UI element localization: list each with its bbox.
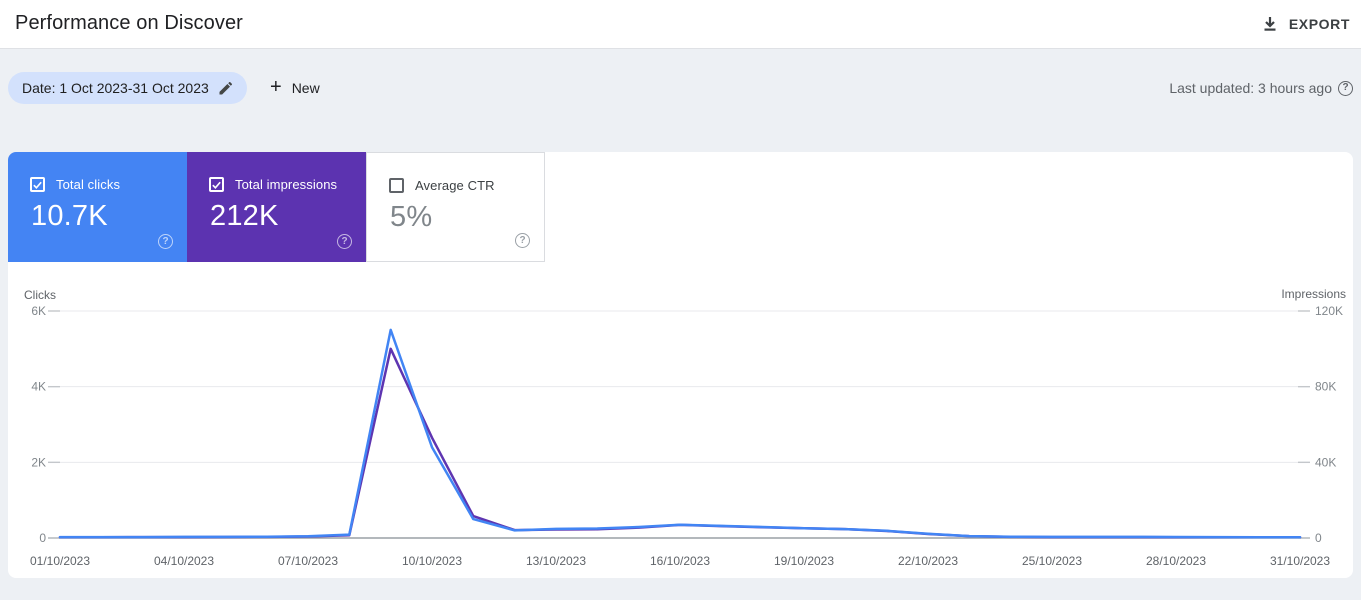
card-total-impressions[interactable]: Total impressions 212K ?: [187, 152, 366, 262]
svg-text:19/10/2023: 19/10/2023: [774, 554, 834, 568]
svg-text:07/10/2023: 07/10/2023: [278, 554, 338, 568]
svg-text:28/10/2023: 28/10/2023: [1146, 554, 1206, 568]
svg-text:40K: 40K: [1315, 455, 1336, 469]
checkbox-checked-icon[interactable]: [209, 177, 224, 192]
svg-text:80K: 80K: [1315, 380, 1336, 394]
metric-cards: Total clicks 10.7K ? Total impressions 2…: [8, 152, 545, 262]
filter-bar: Date: 1 Oct 2023-31 Oct 2023 + New Last …: [0, 50, 1361, 128]
help-icon[interactable]: ?: [158, 234, 173, 249]
export-button[interactable]: EXPORT: [1259, 9, 1352, 39]
card-average-ctr[interactable]: Average CTR 5% ?: [366, 152, 545, 262]
svg-text:4K: 4K: [31, 380, 46, 394]
download-icon: [1261, 15, 1279, 33]
checkbox-unchecked-icon[interactable]: [389, 178, 404, 193]
new-filter-label: New: [291, 80, 320, 96]
help-icon[interactable]: ?: [337, 234, 352, 249]
line-chart-svg[interactable]: 6K 120K 4K 80K 2K 40K 0 0 Clicks Impressions 01/10…: [8, 152, 1353, 578]
performance-panel: Total clicks 10.7K ? Total impressions 2…: [8, 152, 1353, 578]
edit-pencil-icon: [218, 81, 233, 96]
svg-text:25/10/2023: 25/10/2023: [1022, 554, 1082, 568]
svg-text:01/10/2023: 01/10/2023: [30, 554, 90, 568]
card-label: Average CTR: [415, 178, 495, 193]
svg-text:31/10/2023: 31/10/2023: [1270, 554, 1330, 568]
help-icon[interactable]: ?: [1338, 80, 1353, 96]
svg-text:Clicks: Clicks: [24, 288, 56, 302]
card-value: 10.7K: [31, 200, 108, 232]
help-icon[interactable]: ?: [515, 233, 530, 248]
page-header: Performance on Discover EXPORT: [0, 0, 1361, 49]
svg-text:04/10/2023: 04/10/2023: [154, 554, 214, 568]
svg-text:Impressions: Impressions: [1281, 287, 1346, 301]
svg-text:0: 0: [1315, 531, 1322, 545]
date-filter-chip[interactable]: Date: 1 Oct 2023-31 Oct 2023: [8, 72, 247, 104]
export-label: EXPORT: [1288, 16, 1350, 32]
card-label: Total clicks: [56, 177, 121, 192]
new-filter-button[interactable]: + New: [264, 72, 326, 104]
svg-text:22/10/2023: 22/10/2023: [898, 554, 958, 568]
plus-icon: +: [270, 76, 282, 98]
card-value: 212K: [210, 200, 279, 232]
card-value: 5%: [390, 201, 433, 233]
page-title: Performance on Discover: [15, 12, 243, 34]
last-updated-value: Last updated: 3 hours ago: [1169, 80, 1332, 96]
performance-chart[interactable]: 6K 120K 4K 80K 2K 40K 0 0 Clicks Impressions 01/10…: [8, 152, 1353, 578]
svg-text:120K: 120K: [1315, 304, 1343, 318]
card-label: Total impressions: [235, 177, 338, 192]
svg-text:13/10/2023: 13/10/2023: [526, 554, 586, 568]
date-filter-label: Date: 1 Oct 2023-31 Oct 2023: [22, 80, 209, 96]
svg-text:16/10/2023: 16/10/2023: [650, 554, 710, 568]
last-updated-text: Last updated: 3 hours ago ?: [1169, 80, 1353, 96]
svg-text:6K: 6K: [31, 304, 46, 318]
svg-text:10/10/2023: 10/10/2023: [402, 554, 462, 568]
card-total-clicks[interactable]: Total clicks 10.7K ?: [8, 152, 187, 262]
svg-text:2K: 2K: [31, 455, 46, 469]
checkbox-checked-icon[interactable]: [30, 177, 45, 192]
svg-text:0: 0: [39, 531, 46, 545]
